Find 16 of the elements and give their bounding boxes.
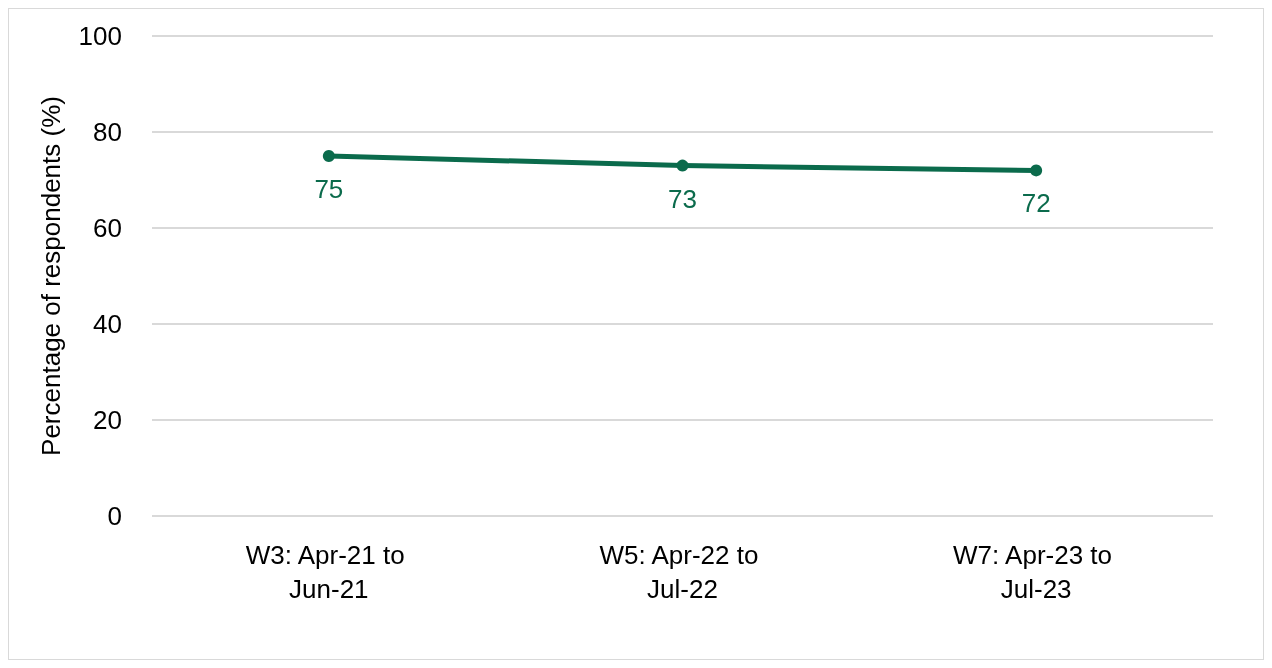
data-label: 73 <box>668 183 697 214</box>
x-tick-label: W7: Apr-23 to Jul-23 <box>953 540 1120 604</box>
data-label: 75 <box>314 174 344 204</box>
point <box>676 159 689 172</box>
x-tick-label: W3: Apr-21 to Jun-21 <box>245 540 412 604</box>
point <box>1030 164 1043 177</box>
y-tick-label: 20 <box>93 405 122 435</box>
point <box>322 150 335 162</box>
data-label: 72 <box>1021 188 1051 219</box>
y-tick-label: 40 <box>93 309 122 339</box>
y-tick-label: 60 <box>93 213 122 243</box>
y-axis-title: Percentage of respondents (%) <box>36 96 66 456</box>
y-tick-label: 80 <box>93 117 122 147</box>
x-tick-label: W5: Apr-22 to Jul-22 <box>599 540 766 604</box>
y-tick-label: 0 <box>107 501 122 531</box>
y-tick-label: 100 <box>78 21 122 51</box>
